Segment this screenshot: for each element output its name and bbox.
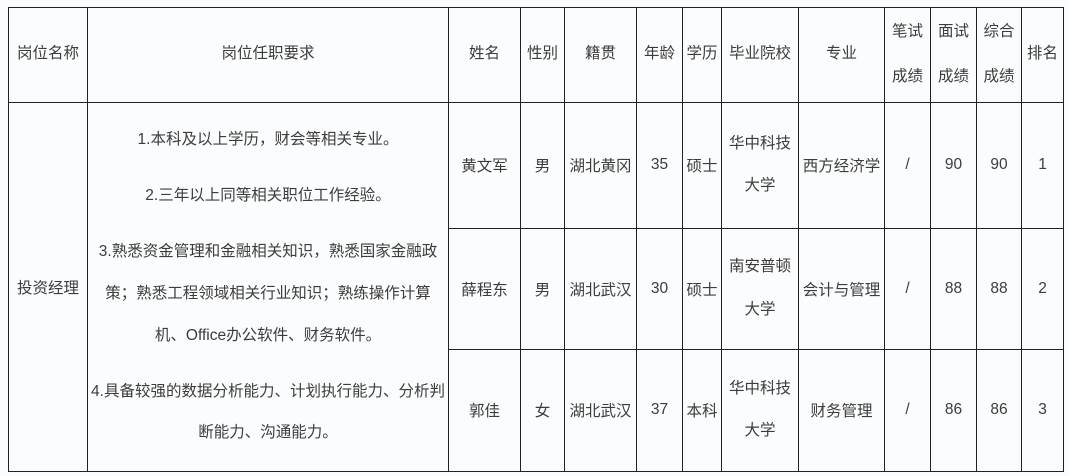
col-header-education: 学历 [682,7,722,103]
cell-major: 会计与管理 [798,227,885,350]
cell-interview-score: 90 [930,101,977,229]
col-header-major: 专业 [798,7,885,103]
cell-overall-score: 88 [976,227,1022,350]
cell-school: 南安普顿大学 [721,227,799,350]
cell-rank: 2 [1021,227,1064,350]
col-header-rank: 排名 [1021,7,1064,103]
requirements-cell: 1.本科及以上学历，财会等相关专业。 2.三年以上同等相关职位工作经验。 3.熟… [87,101,449,472]
cell-hometown: 湖北武汉 [564,348,637,472]
cell-written-score: / [884,101,931,229]
col-header-overall-score: 综合成绩 [976,7,1022,103]
cell-gender: 女 [520,348,565,472]
cell-education: 本科 [682,348,722,472]
cell-name: 薛程东 [448,227,521,350]
col-header-written-score: 笔试成绩 [884,7,931,103]
candidates-table: 岗位名称 岗位任职要求 姓名 性别 籍贯 年龄 学历 毕业院校 专业 笔试成绩 … [8,7,1064,472]
cell-written-score: / [884,348,931,472]
cell-rank: 1 [1021,101,1064,229]
cell-major: 财务管理 [798,348,885,472]
cell-overall-score: 86 [976,348,1022,472]
requirement-item: 2.三年以上同等相关职位工作经验。 [145,187,391,205]
requirement-item: 3.熟悉资金管理和金融相关知识，熟悉国家金融政策；熟悉工程领域相关行业知识；熟练… [98,243,438,344]
requirement-item: 4.具备较强的数据分析能力、计划执行能力、分析判断能力、沟通能力。 [91,382,445,442]
cell-hometown: 湖北黄冈 [564,101,637,229]
col-header-gender: 性别 [520,7,565,103]
candidate-row-2: 薛程东 男 湖北武汉 30 硕士 南安普顿大学 会计与管理 / 88 88 2 [9,227,1064,350]
cell-education: 硕士 [682,101,722,229]
header-row: 岗位名称 岗位任职要求 姓名 性别 籍贯 年龄 学历 毕业院校 专业 笔试成绩 … [8,7,1064,103]
cell-gender: 男 [520,101,565,229]
col-header-hometown: 籍贯 [564,7,637,103]
cell-interview-score: 86 [930,348,977,472]
col-header-requirements: 岗位任职要求 [87,7,449,103]
cell-overall-score: 90 [976,101,1022,229]
position-name-cell: 投资经理 [8,101,88,472]
cell-gender: 男 [520,227,565,350]
cell-interview-score: 88 [930,227,977,350]
candidate-row-1: 投资经理 1.本科及以上学历，财会等相关专业。 2.三年以上同等相关职位工作经验… [8,101,1064,472]
cell-name: 郭佳 [448,348,521,472]
cell-written-score: / [884,227,931,350]
col-header-school: 毕业院校 [721,7,799,103]
cell-hometown: 湖北武汉 [564,227,637,350]
col-header-position: 岗位名称 [8,7,88,103]
cell-school: 华中科技大学 [721,348,799,472]
candidate-row-3: 郭佳 女 湖北武汉 37 本科 华中科技大学 财务管理 / 86 86 3 [9,348,1064,472]
requirement-item: 1.本科及以上学历，财会等相关专业。 [137,131,399,149]
cell-school: 华中科技大学 [721,101,799,229]
col-header-age: 年龄 [636,7,683,103]
col-header-name: 姓名 [448,7,521,103]
cell-age: 30 [636,227,683,350]
cell-age: 35 [636,101,683,229]
cell-name: 黄文军 [448,101,521,229]
cell-age: 37 [636,348,683,472]
cell-education: 硕士 [682,227,722,350]
cell-rank: 3 [1021,348,1064,472]
cell-major: 西方经济学 [798,101,885,229]
candidates-table-wrapper: 岗位名称 岗位任职要求 姓名 性别 籍贯 年龄 学历 毕业院校 专业 笔试成绩 … [8,7,1069,472]
col-header-interview-score: 面试成绩 [930,7,977,103]
